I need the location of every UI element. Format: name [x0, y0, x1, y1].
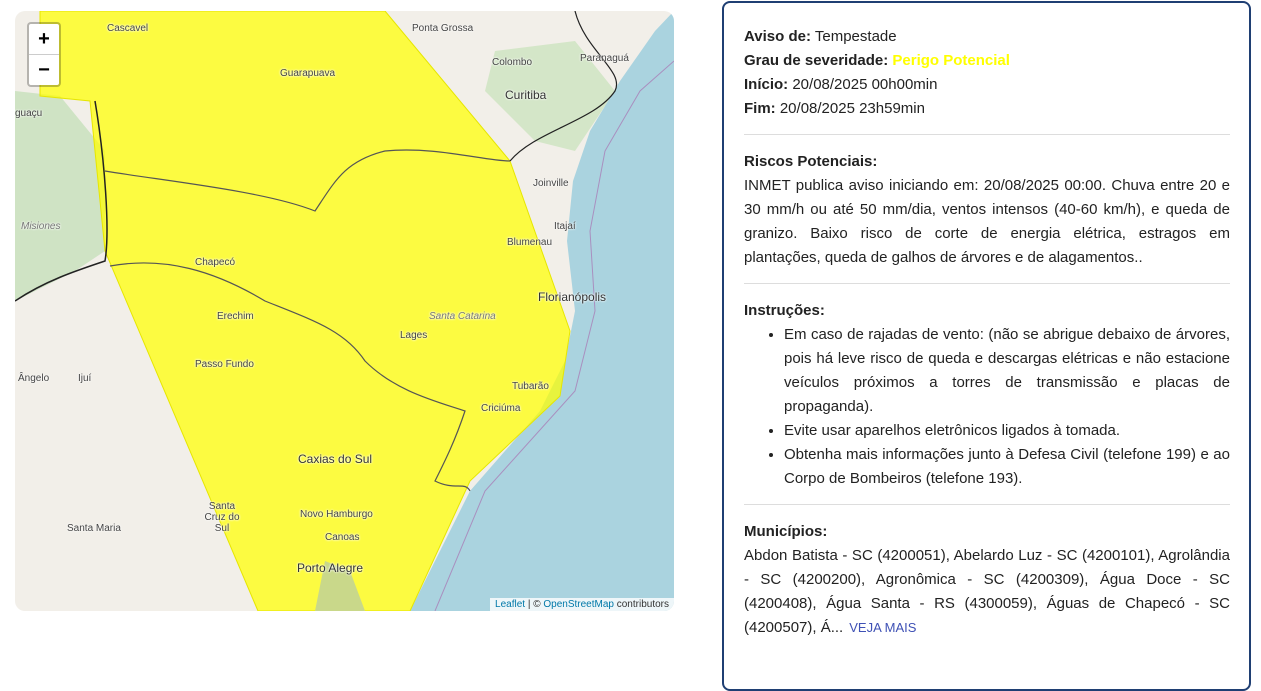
- municipalities-list: Abdon Batista - SC (4200051), Abelardo L…: [744, 547, 1230, 636]
- map-label: Guarapuava: [280, 68, 336, 79]
- severity-label: Grau de severidade:: [744, 52, 889, 69]
- end-label: Fim:: [744, 100, 776, 117]
- map-label: Ijuí: [78, 373, 92, 384]
- risks-text: INMET publica aviso iniciando em: 20/08/…: [744, 177, 1230, 266]
- map-label: Chapecó: [195, 257, 236, 268]
- leaflet-link[interactable]: Leaflet: [495, 599, 526, 610]
- map-label: Lages: [400, 330, 428, 341]
- map-tiles: [15, 11, 674, 611]
- map-label: Santa Maria: [67, 523, 121, 534]
- see-more-link[interactable]: VEJA MAIS: [849, 620, 917, 635]
- zoom-control: + −: [27, 22, 61, 87]
- alert-severity: Grau de severidade: Perigo Potencial: [744, 49, 1230, 73]
- instruction-item: Obtenha mais informações junto à Defesa …: [784, 443, 1230, 491]
- alert-type-value: Tempestade: [814, 28, 897, 45]
- forest-patches: [485, 41, 615, 151]
- state-border-pr-sc: [104, 149, 511, 212]
- instruction-item: Em caso de rajadas de vento: (não se abr…: [784, 323, 1230, 419]
- map-label: Ponta Grossa: [412, 23, 474, 34]
- maritime-line: [434, 60, 674, 611]
- divider: [744, 134, 1230, 135]
- alert-type: Aviso de: Tempestade: [744, 25, 1230, 49]
- alert-map[interactable]: Cascavel Ponta Grossa Colombo Guarapuava…: [15, 11, 674, 611]
- map-label: Santa Cruz do Sul: [204, 501, 240, 534]
- risks-heading: Riscos Potenciais:: [744, 153, 878, 170]
- map-label: Misiones: [21, 221, 61, 232]
- ocean: [410, 11, 674, 611]
- alert-type-label: Aviso de:: [744, 28, 811, 45]
- state-border-sc-rs: [109, 262, 471, 492]
- map-label: Curitiba: [505, 88, 547, 102]
- map-label: Erechim: [217, 311, 254, 322]
- map-label: Paranaguá: [580, 53, 629, 64]
- coast-border: [509, 11, 618, 162]
- map-label: Florianópolis: [538, 290, 607, 304]
- osm-link[interactable]: OpenStreetMap: [543, 599, 614, 610]
- alert-start: Início: 20/08/2025 00h00min: [744, 73, 1230, 97]
- zoom-in-button[interactable]: +: [38, 28, 50, 50]
- divider: [744, 504, 1230, 505]
- end-value: 20/08/2025 23h59min: [779, 100, 925, 117]
- map-label: Colombo: [492, 57, 533, 68]
- alert-area-polygon: [39, 11, 571, 611]
- map-label: Joinville: [533, 178, 569, 189]
- municipalities-text: Abdon Batista - SC (4200051), Abelardo L…: [744, 544, 1230, 640]
- map-label: Criciúma: [481, 403, 521, 414]
- instruction-item: Evite usar aparelhos eletrônicos ligados…: [784, 419, 1230, 443]
- map-label: Porto Alegre: [297, 561, 364, 575]
- divider: [744, 283, 1230, 284]
- map-label: Cascavel: [107, 23, 149, 34]
- map-label: Santa Catarina: [429, 311, 496, 322]
- alert-end: Fim: 20/08/2025 23h59min: [744, 97, 1230, 121]
- map-label: Tubarão: [512, 381, 549, 392]
- map-label: guaçu: [15, 108, 43, 119]
- severity-value: Perigo Potencial: [892, 52, 1010, 69]
- country-border: [15, 100, 108, 302]
- zoom-out-button[interactable]: −: [29, 54, 59, 85]
- misiones-forest: [15, 91, 105, 301]
- map-label: Canoas: [325, 532, 360, 543]
- lagoon: [315, 561, 365, 611]
- map-label: Itajaí: [554, 221, 576, 232]
- start-value: 20/08/2025 00h00min: [792, 76, 938, 93]
- attribution-contributors: contributors: [613, 599, 669, 610]
- map-label: Ângelo: [18, 373, 50, 384]
- map-label: Blumenau: [507, 237, 553, 248]
- map-label: Passo Fundo: [195, 359, 254, 370]
- map-attribution: Leaflet | © OpenStreetMap contributors: [490, 598, 674, 611]
- alert-details-panel: Aviso de: Tempestade Grau de severidade:…: [722, 1, 1251, 691]
- instructions-list: Em caso de rajadas de vento: (não se abr…: [744, 323, 1230, 491]
- attribution-separator: | ©: [525, 599, 544, 610]
- map-label: Caxias do Sul: [298, 452, 373, 466]
- map-label: Novo Hamburgo: [300, 509, 373, 520]
- municipalities-heading: Municípios:: [744, 523, 828, 540]
- start-label: Início:: [744, 76, 789, 93]
- instructions-heading: Instruções:: [744, 302, 825, 319]
